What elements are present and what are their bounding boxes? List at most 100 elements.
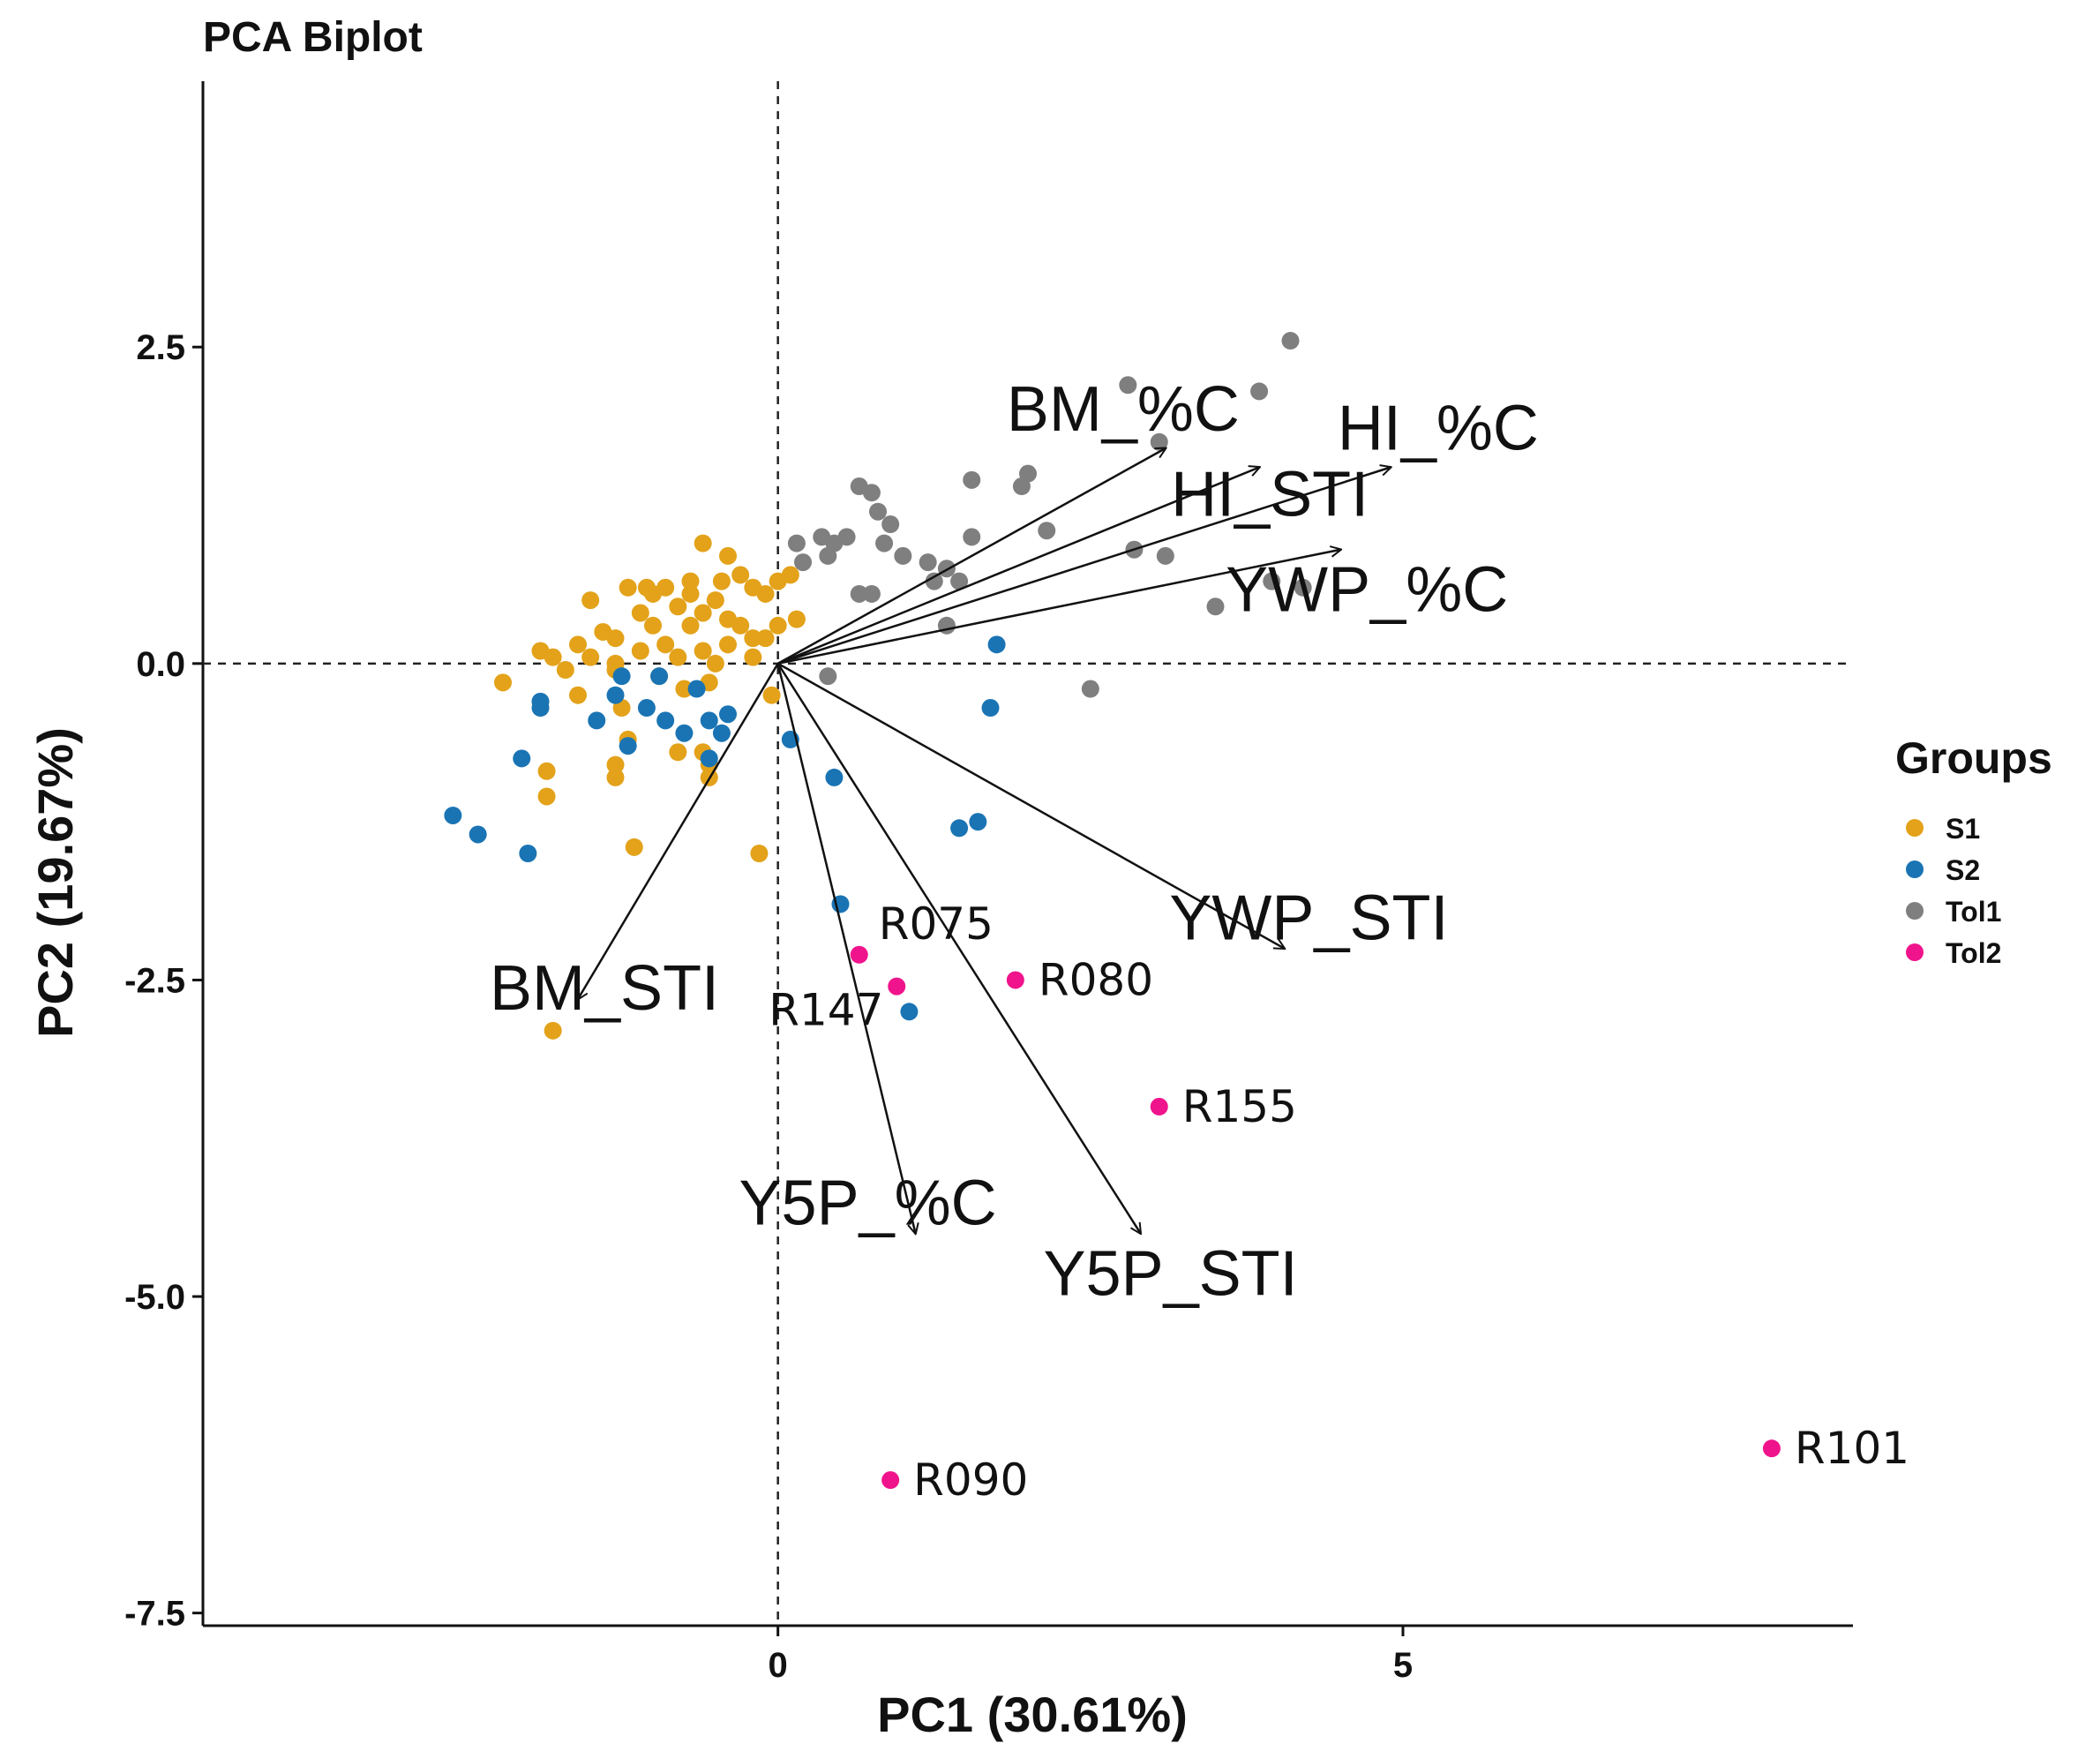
data-point [656,578,675,597]
data-point [656,711,675,730]
data-point [537,762,556,780]
chart-title: PCA Biplot [203,14,423,61]
point-label: R155 [1182,1081,1297,1132]
data-point [756,584,775,603]
loading-arrow [777,468,1391,665]
plot-area: 2.5 0.0 -2.5 -5.0 -7.5 0 5 BM_%C HI_%CHI_STI YWP_… [124,81,1909,1685]
data-point [963,470,981,489]
data-point [969,813,987,831]
data-point [706,654,724,673]
legend-swatch [1906,943,1924,961]
data-point [1081,680,1099,698]
point-label: R075 [879,898,994,950]
data-point [744,648,762,666]
data-point [1156,546,1174,565]
loading-label: HI_STI [1171,460,1369,530]
data-point [719,705,737,724]
data-point [894,546,912,565]
data-point [712,572,731,590]
data-point [581,591,600,610]
data-point [544,1021,562,1040]
data-point [900,1003,919,1021]
data-point [1119,376,1137,395]
data-point [787,610,806,628]
data-point [1294,578,1312,597]
data-point [837,528,856,546]
data-point [888,977,906,996]
data-point [637,699,656,718]
data-point [519,845,537,862]
series-tol1 [787,332,1312,698]
data-point [494,673,512,692]
y-tick-label: 0.0 [136,645,185,684]
x-tick-label: 0 [769,1646,788,1685]
point-label: R147 [769,985,883,1036]
legend-label: Tol1 [1946,896,2001,928]
data-point [925,572,943,590]
data-point [656,635,675,654]
data-point [706,591,724,610]
loading-label: Y5P_%C [739,1168,997,1238]
loading-label: BM_STI [490,953,719,1024]
data-point [669,597,687,616]
data-point [669,648,687,666]
data-point [625,838,643,856]
data-point [631,642,649,660]
loading-label: Y5P_STI [1044,1238,1298,1309]
loading-arrow [776,663,916,1233]
data-point [1250,382,1269,401]
data-point [981,699,1000,718]
data-point [950,819,969,838]
data-point [1263,572,1281,590]
data-point [769,616,787,635]
x-axis-title: PC1 (30.61%) [877,1687,1188,1742]
legend-label: S2 [1946,854,1980,886]
data-point [881,1471,900,1490]
data-point [619,737,637,755]
data-point [731,566,750,584]
data-point [650,667,669,686]
data-point [631,604,649,622]
data-point [606,629,625,648]
loading-label: BM_%C [1007,374,1240,445]
data-point [719,546,737,565]
legend-swatch [1906,860,1924,878]
data-point [819,546,837,565]
legend-label: Tol2 [1946,937,2001,969]
legend-title: Groups [1895,733,2052,783]
data-point [469,825,487,844]
data-point [681,616,700,635]
data-point [850,945,868,964]
data-point [569,686,587,704]
data-point [819,667,837,686]
data-point [787,534,806,552]
loading-label: HI_%C [1338,394,1539,464]
data-point [875,534,894,552]
data-point [950,572,969,590]
data-point [881,515,900,534]
data-point [1150,1097,1168,1116]
data-point [1281,332,1300,350]
data-point [700,711,718,730]
data-point [862,484,881,502]
data-point [850,584,868,603]
data-point [513,749,531,768]
data-point [869,502,887,521]
data-point [756,629,775,648]
data-point [556,661,574,680]
legend-label: S1 [1946,813,1980,845]
data-point [762,686,781,704]
data-point [675,680,694,698]
point-label: R080 [1039,954,1153,1005]
loading-arrow [777,662,1285,949]
y-tick-label: 2.5 [136,328,185,367]
data-point [825,768,844,786]
data-point [606,768,625,786]
data-point [675,724,694,742]
data-point [444,806,462,824]
loading-arrow [578,663,779,999]
point-label: R101 [1795,1423,1909,1474]
y-axis-title: PC2 (19.67%) [27,727,83,1038]
